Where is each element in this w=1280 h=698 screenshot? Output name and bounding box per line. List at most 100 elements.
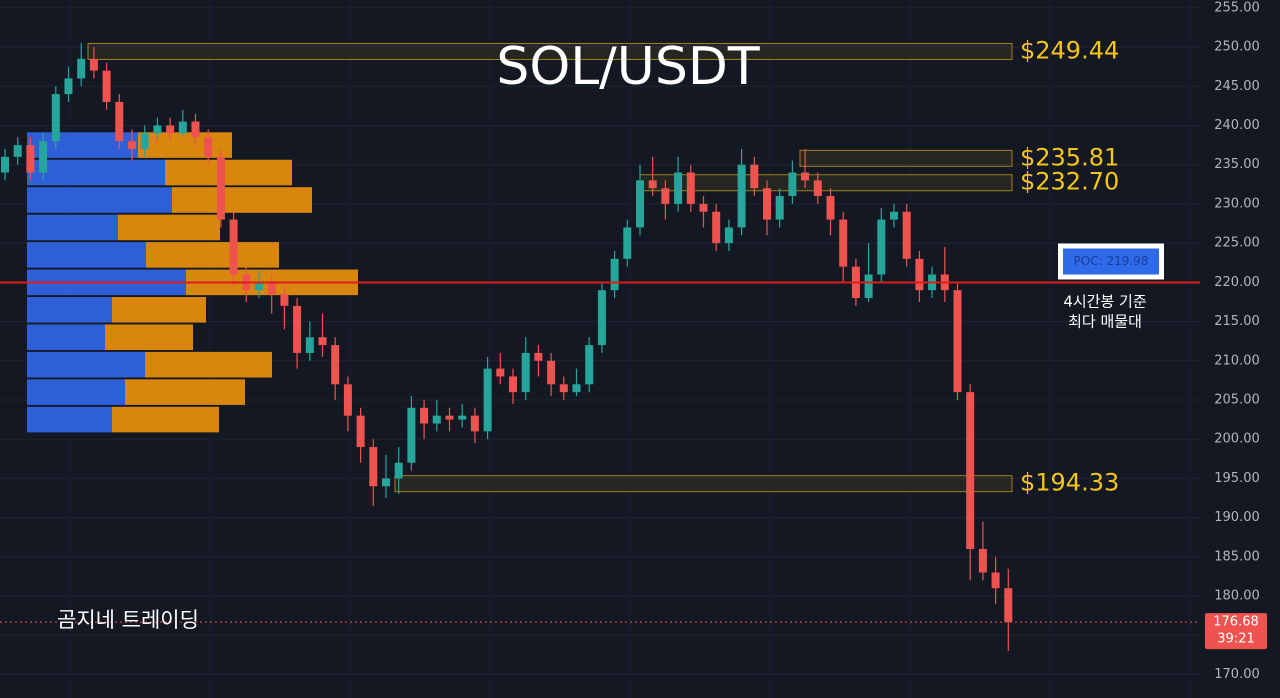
candle-body	[737, 164, 746, 228]
profile-buy	[27, 214, 118, 241]
profile-sell	[112, 406, 219, 433]
profile-buy	[27, 242, 146, 268]
level-zone	[799, 149, 1013, 167]
candle-body	[877, 219, 886, 275]
annotation: 4시간봉 기준	[1063, 293, 1147, 311]
candle-body	[559, 384, 568, 393]
candle-body	[953, 290, 962, 393]
poc-label: POC: 219.98	[1074, 254, 1149, 268]
profile-sell	[146, 242, 279, 268]
profile-buy	[27, 324, 105, 351]
candle-body	[280, 294, 289, 306]
candle-body	[115, 101, 124, 142]
candle-body	[204, 137, 213, 157]
candle-body	[51, 94, 60, 142]
candle-body	[890, 211, 898, 220]
profile-sell	[165, 159, 292, 186]
candle-body	[839, 219, 848, 267]
chart-title: SOL/USDT	[496, 37, 760, 97]
candle-body	[394, 462, 403, 479]
level-label: $235.81	[1020, 143, 1119, 171]
y-tick-label: 240.00	[1214, 118, 1260, 133]
candle-body	[534, 352, 543, 361]
profile-sell	[172, 187, 312, 213]
candle-body	[64, 78, 73, 95]
level-zone	[394, 475, 1013, 493]
level-zone	[87, 42, 1013, 60]
profile-buy	[27, 187, 172, 213]
candle-body	[483, 368, 492, 432]
candle-body	[1, 156, 9, 173]
candle-body	[826, 196, 835, 220]
y-tick-label: 180.00	[1214, 589, 1260, 604]
candle-body	[991, 572, 1000, 589]
candle-body	[775, 196, 784, 220]
profile-sell	[105, 324, 193, 351]
poc-box	[1063, 248, 1159, 275]
candle-body	[661, 188, 670, 204]
candle-body	[801, 172, 810, 181]
last-price-label: 176.68	[1213, 615, 1259, 630]
y-tick-label: 235.00	[1214, 157, 1260, 172]
profile-sell	[138, 132, 232, 158]
candle-body	[547, 360, 556, 385]
candle-body	[343, 384, 352, 416]
candle-body	[623, 227, 632, 259]
candle-body	[724, 227, 733, 244]
candle-body	[1004, 588, 1013, 623]
y-tick-label: 215.00	[1214, 314, 1260, 329]
y-tick-label: 225.00	[1214, 236, 1260, 251]
candle-body	[585, 345, 594, 385]
y-tick-label: 210.00	[1214, 353, 1260, 368]
candle-body	[39, 141, 48, 173]
candle-body	[369, 447, 378, 487]
profile-buy	[27, 296, 112, 323]
candle-body	[813, 180, 822, 197]
candle-body	[255, 282, 263, 291]
candle-body	[750, 164, 759, 189]
candle-body	[153, 125, 162, 134]
y-tick-label: 255.00	[1214, 0, 1260, 15]
candle-body	[166, 125, 175, 134]
candle-body	[293, 305, 302, 353]
candle-body	[699, 203, 708, 212]
y-tick-label: 190.00	[1214, 510, 1260, 525]
level-label: $194.33	[1020, 469, 1119, 497]
y-tick-label: 195.00	[1214, 471, 1260, 486]
candle-body	[178, 121, 187, 134]
candle-body	[915, 258, 924, 291]
candle-body	[216, 156, 225, 220]
candle-body	[674, 172, 683, 204]
candle-body	[509, 376, 517, 393]
candle-body	[470, 415, 479, 432]
candle-body	[521, 352, 530, 393]
candle-body	[331, 345, 340, 385]
candle-body	[89, 58, 98, 71]
candle-body	[902, 211, 911, 259]
candle-body	[229, 219, 238, 275]
candle-body	[191, 121, 200, 138]
candle-body	[763, 188, 771, 220]
candle-body	[356, 415, 365, 448]
y-tick-label: 230.00	[1214, 196, 1260, 211]
profile-buy	[27, 406, 112, 433]
candle-body	[966, 392, 975, 549]
candle-body	[610, 258, 619, 291]
y-tick-label: 250.00	[1214, 40, 1260, 55]
watermark: 곰지네 트레이딩	[57, 608, 199, 632]
candle-body	[432, 415, 441, 424]
candle-body	[318, 337, 327, 346]
candle-body	[26, 145, 35, 173]
candle-body	[572, 384, 581, 393]
y-tick-label: 205.00	[1214, 392, 1260, 407]
candle-body	[597, 290, 606, 346]
candle-body	[382, 478, 390, 487]
candle-body	[77, 58, 86, 79]
profile-buy	[27, 351, 145, 378]
last-price-box	[1205, 613, 1267, 650]
y-tick-label: 200.00	[1214, 432, 1260, 447]
countdown: 39:21	[1217, 632, 1254, 647]
